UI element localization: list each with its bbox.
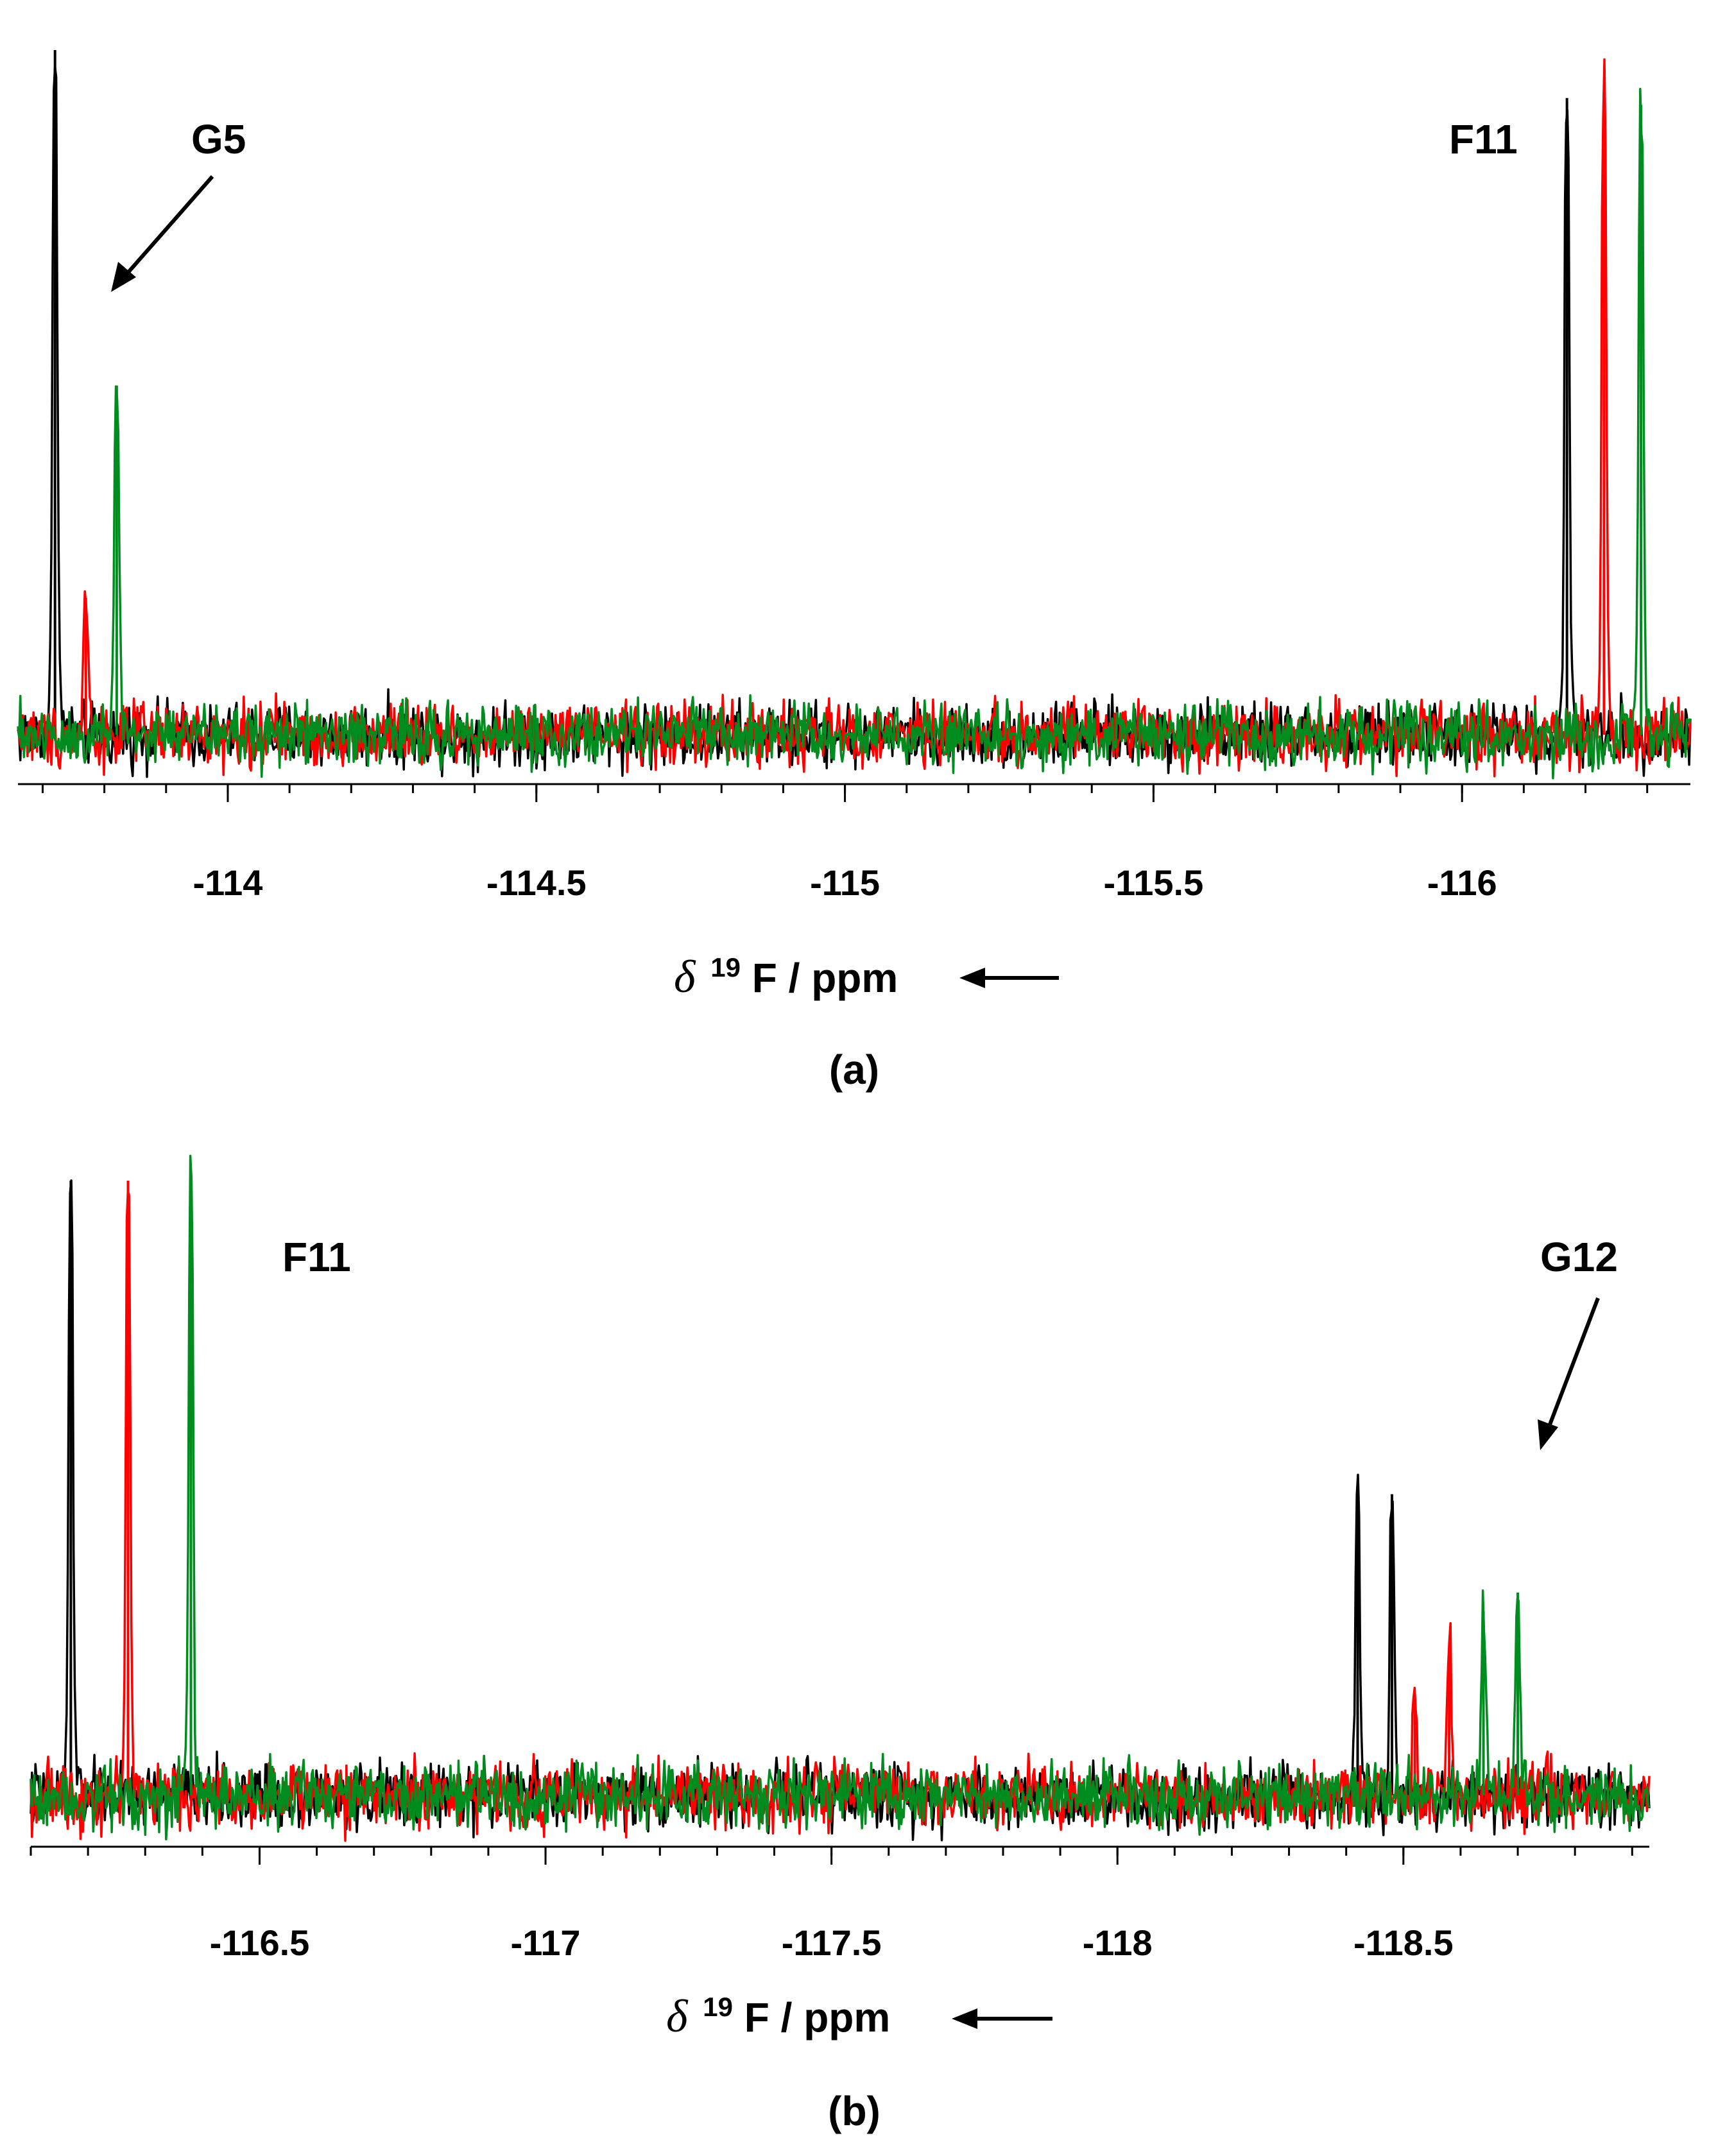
x-axis-title-sup-a: 19 <box>710 952 741 982</box>
x-axis-title-b: δ 19 F / ppm <box>666 1979 890 2042</box>
x-axis-ticks-b: -116.5 -117 -117.5 -118 -118.5 <box>30 1847 1633 1963</box>
annotation-g5-label: G5 <box>191 116 246 162</box>
x-axis-title-symbol-b: δ <box>666 1990 689 2042</box>
annotation-g12-label: G12 <box>1540 1234 1618 1280</box>
spectrum-series-b-1 <box>30 1190 1651 1842</box>
spectrum-traces-a <box>17 50 1692 780</box>
x-tick-label-b: -118.5 <box>1353 1922 1454 1963</box>
panel-label-a: (a) <box>829 1047 879 1093</box>
spectrum-series-a-0 <box>17 65 1692 778</box>
x-tick-label-a: -116 <box>1427 862 1497 903</box>
x-tick-label-b: -117 <box>511 1922 581 1963</box>
x-tick-label-b: -117.5 <box>782 1922 882 1963</box>
x-tick-label-a: -115.5 <box>1104 862 1204 903</box>
panel-a: -114 -114.5 -115 -115.5 -116 G5 F11 δ 19 F /… <box>17 50 1692 1093</box>
direction-arrow-a <box>959 968 1059 988</box>
spectrum-series-b-0 <box>30 1179 1651 1842</box>
panel-b: -116.5 -117 -117.5 -118 -118.5 F11 G12 δ 19 … <box>30 1154 1651 2134</box>
spectrum-series-b-2 <box>30 1154 1651 1841</box>
x-axis-title-text-b: F / ppm <box>744 1994 891 2041</box>
annotation-g5-arrow <box>111 175 214 292</box>
x-axis-title-symbol-a: δ <box>674 951 696 1002</box>
x-tick-label-a: -115 <box>810 862 880 903</box>
direction-arrow-b <box>952 2008 1052 2029</box>
x-tick-label-a: -114.5 <box>486 862 587 903</box>
spectrum-traces-b <box>30 1154 1651 1842</box>
annotation-f11-label-a: F11 <box>1449 116 1518 162</box>
x-axis-ticks-a: -114 -114.5 -115 -115.5 -116 <box>41 784 1649 903</box>
x-tick-label-b: -118 <box>1083 1922 1153 1963</box>
x-axis-title-sup-b: 19 <box>703 1992 733 2022</box>
x-axis-title-a: δ 19 F / ppm <box>674 939 898 1002</box>
spectrum-series-a-2 <box>17 87 1692 780</box>
x-tick-label-b: -116.5 <box>210 1922 310 1963</box>
x-tick-label-a: -114 <box>193 862 262 903</box>
annotation-g12-arrow <box>1538 1297 1600 1450</box>
spectrum-series-a-1 <box>17 58 1692 778</box>
x-axis-title-text-a: F / ppm <box>752 955 898 1001</box>
annotation-f11-label-b: F11 <box>282 1234 351 1280</box>
panel-label-b: (b) <box>828 2088 880 2134</box>
